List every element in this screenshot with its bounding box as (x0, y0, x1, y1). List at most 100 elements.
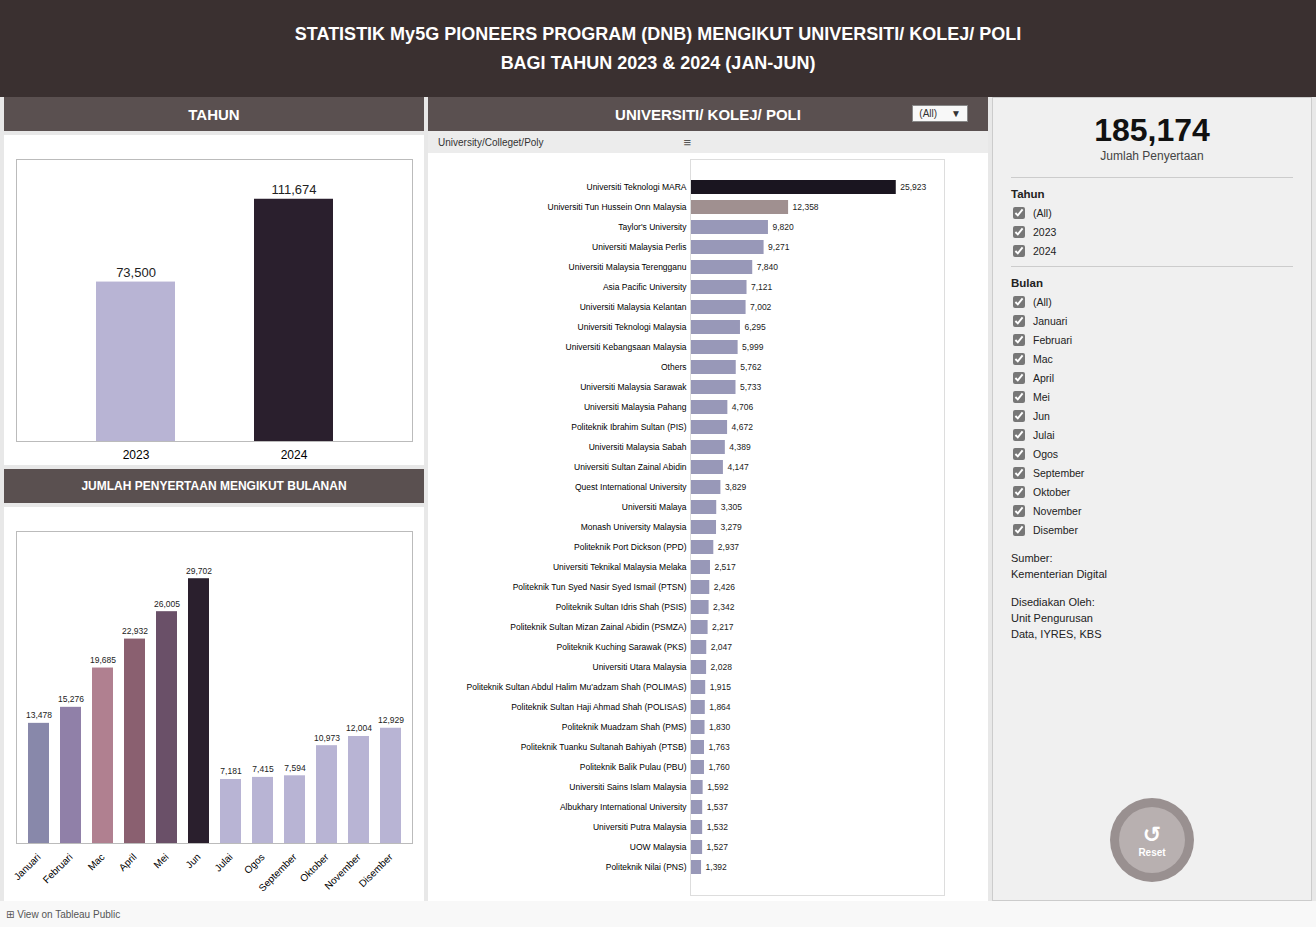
svg-text:6,295: 6,295 (744, 322, 766, 332)
svg-text:22,932: 22,932 (122, 626, 148, 636)
svg-text:Mac: Mac (86, 852, 107, 873)
svg-text:Politeknik Balik Pulau (PBU): Politeknik Balik Pulau (PBU) (580, 762, 687, 772)
svg-text:Universiti Putra Malaysia: Universiti Putra Malaysia (593, 822, 687, 832)
svg-text:Taylor's University: Taylor's University (618, 222, 687, 232)
svg-text:Julai: Julai (212, 852, 234, 874)
svg-text:Politeknik Muadzam Shah (PMS): Politeknik Muadzam Shah (PMS) (562, 722, 687, 732)
svg-text:3,279: 3,279 (721, 522, 743, 532)
svg-text:15,276: 15,276 (58, 695, 84, 705)
svg-text:Universiti Tun Hussein Onn Mal: Universiti Tun Hussein Onn Malaysia (548, 202, 687, 212)
svg-text:2,426: 2,426 (714, 582, 736, 592)
svg-text:Politeknik Tun Syed Nasir Syed: Politeknik Tun Syed Nasir Syed Ismail (P… (513, 582, 687, 592)
svg-text:12,929: 12,929 (378, 716, 404, 726)
svg-text:7,415: 7,415 (252, 765, 274, 775)
svg-text:26,005: 26,005 (154, 599, 180, 609)
svg-text:1,760: 1,760 (708, 762, 730, 772)
svg-text:13,478: 13,478 (26, 711, 52, 721)
svg-text:29,702: 29,702 (186, 566, 212, 576)
svg-text:Politeknik Tuanku Sultanah Bah: Politeknik Tuanku Sultanah Bahiyah (PTSB… (521, 742, 687, 752)
svg-text:3,305: 3,305 (721, 502, 743, 512)
svg-text:1,830: 1,830 (709, 722, 731, 732)
svg-text:Februari: Februari (41, 852, 75, 886)
svg-text:Universiti Kebangsaan Malaysia: Universiti Kebangsaan Malaysia (566, 342, 687, 352)
svg-text:Oktober: Oktober (297, 851, 331, 885)
svg-text:Quest International University: Quest International University (575, 482, 687, 492)
svg-text:Universiti Malaysia Sabah: Universiti Malaysia Sabah (589, 442, 687, 452)
svg-text:4,147: 4,147 (727, 462, 749, 472)
svg-text:12,004: 12,004 (346, 724, 372, 734)
svg-text:Politeknik Sultan Haji Ahmad S: Politeknik Sultan Haji Ahmad Shah (POLIS… (511, 702, 686, 712)
svg-text:3,829: 3,829 (725, 482, 747, 492)
svg-text:5,762: 5,762 (740, 362, 762, 372)
svg-text:1,527: 1,527 (707, 842, 729, 852)
svg-text:April: April (117, 852, 139, 874)
svg-text:Universiti Teknologi MARA: Universiti Teknologi MARA (587, 182, 687, 192)
svg-text:111,674: 111,674 (271, 182, 316, 197)
svg-text:7,121: 7,121 (751, 282, 773, 292)
svg-text:7,181: 7,181 (220, 767, 242, 777)
svg-text:1,864: 1,864 (709, 702, 731, 712)
svg-text:25,923: 25,923 (900, 182, 926, 192)
svg-text:Universiti Malaya: Universiti Malaya (622, 502, 687, 512)
svg-text:73,500: 73,500 (116, 265, 156, 280)
html-text:STATISTIK My5G PIONEERS PROGRA: STATISTIK My5G PIONEERS PROGRAM (DNB) ME… (294, 23, 1022, 44)
svg-text:November: November (322, 851, 363, 892)
svg-text:Universiti Malaysia Pahang: Universiti Malaysia Pahang (584, 402, 687, 412)
svg-text:Politeknik Sultan Abdul Halim: Politeknik Sultan Abdul Halim Mu'adzam S… (467, 682, 687, 692)
svg-text:Januari: Januari (12, 852, 43, 883)
svg-text:2024: 2024 (281, 448, 308, 462)
svg-text:2,047: 2,047 (711, 642, 733, 652)
svg-text:Politeknik Sultan Idris Shah (: Politeknik Sultan Idris Shah (PSIS) (556, 602, 687, 612)
svg-text:7,594: 7,594 (284, 763, 306, 773)
svg-text:Ogos: Ogos (242, 852, 267, 877)
svg-text:Universiti Sains Islam Malaysi: Universiti Sains Islam Malaysia (569, 782, 686, 792)
svg-text:September: September (256, 851, 299, 894)
svg-text:10,973: 10,973 (314, 733, 340, 743)
svg-text:5,733: 5,733 (740, 382, 762, 392)
svg-text:Jun: Jun (183, 852, 202, 871)
svg-text:1,763: 1,763 (708, 742, 730, 752)
svg-text:9,820: 9,820 (772, 222, 794, 232)
html-text:185,174: 185,174 (1094, 112, 1210, 148)
svg-text:1,392: 1,392 (706, 862, 728, 872)
svg-text:Politeknik Kuching Sarawak (PK: Politeknik Kuching Sarawak (PKS) (557, 642, 687, 652)
svg-text:UOW Malaysia: UOW Malaysia (630, 842, 687, 852)
svg-text:4,672: 4,672 (732, 422, 754, 432)
svg-text:4,389: 4,389 (729, 442, 751, 452)
svg-text:Universiti Teknikal Malaysia M: Universiti Teknikal Malaysia Melaka (553, 562, 687, 572)
svg-text:Politeknik Port Dickson (PPD): Politeknik Port Dickson (PPD) (574, 542, 687, 552)
svg-text:Universiti Utara Malaysia: Universiti Utara Malaysia (593, 662, 687, 672)
svg-text:Albukhary International Univer: Albukhary International University (560, 802, 687, 812)
svg-text:1,532: 1,532 (707, 822, 729, 832)
svg-text:4,706: 4,706 (732, 402, 754, 412)
svg-text:1,592: 1,592 (707, 782, 729, 792)
svg-text:Disember: Disember (357, 851, 396, 890)
svg-text:Asia Pacific University: Asia Pacific University (603, 282, 687, 292)
svg-text:2,937: 2,937 (718, 542, 740, 552)
svg-text:2,028: 2,028 (711, 662, 733, 672)
svg-text:Politeknik Sultan Mizan Zainal: Politeknik Sultan Mizan Zainal Abidin (P… (510, 622, 686, 632)
svg-text:Monash University Malaysia: Monash University Malaysia (581, 522, 687, 532)
svg-text:Universiti Teknologi Malaysia: Universiti Teknologi Malaysia (578, 322, 687, 332)
svg-text:5,999: 5,999 (742, 342, 764, 352)
svg-text:2,217: 2,217 (712, 622, 734, 632)
svg-text:Politeknik Nilai (PNS): Politeknik Nilai (PNS) (606, 862, 687, 872)
svg-text:7,840: 7,840 (757, 262, 779, 272)
svg-text:Universiti Malaysia Kelantan: Universiti Malaysia Kelantan (580, 302, 687, 312)
svg-text:Universiti Malaysia Terengganu: Universiti Malaysia Terengganu (569, 262, 687, 272)
svg-text:12,358: 12,358 (793, 202, 819, 212)
svg-text:19,685: 19,685 (90, 655, 116, 665)
svg-text:Politeknik Ibrahim Sultan (PIS: Politeknik Ibrahim Sultan (PIS) (571, 422, 686, 432)
svg-text:2,342: 2,342 (713, 602, 735, 612)
svg-text:1,537: 1,537 (707, 802, 729, 812)
svg-text:Universiti Sultan Zainal Abidi: Universiti Sultan Zainal Abidin (574, 462, 687, 472)
svg-text:7,002: 7,002 (750, 302, 772, 312)
svg-text:Mei: Mei (151, 852, 170, 871)
svg-text:9,271: 9,271 (768, 242, 790, 252)
svg-text:Others: Others (661, 362, 687, 372)
svg-text:Universiti Malaysia Perlis: Universiti Malaysia Perlis (592, 242, 686, 252)
svg-text:Universiti Malaysia Sarawak: Universiti Malaysia Sarawak (580, 382, 687, 392)
svg-text:1,915: 1,915 (710, 682, 732, 692)
svg-text:2,517: 2,517 (714, 562, 736, 572)
svg-text:2023: 2023 (123, 448, 150, 462)
